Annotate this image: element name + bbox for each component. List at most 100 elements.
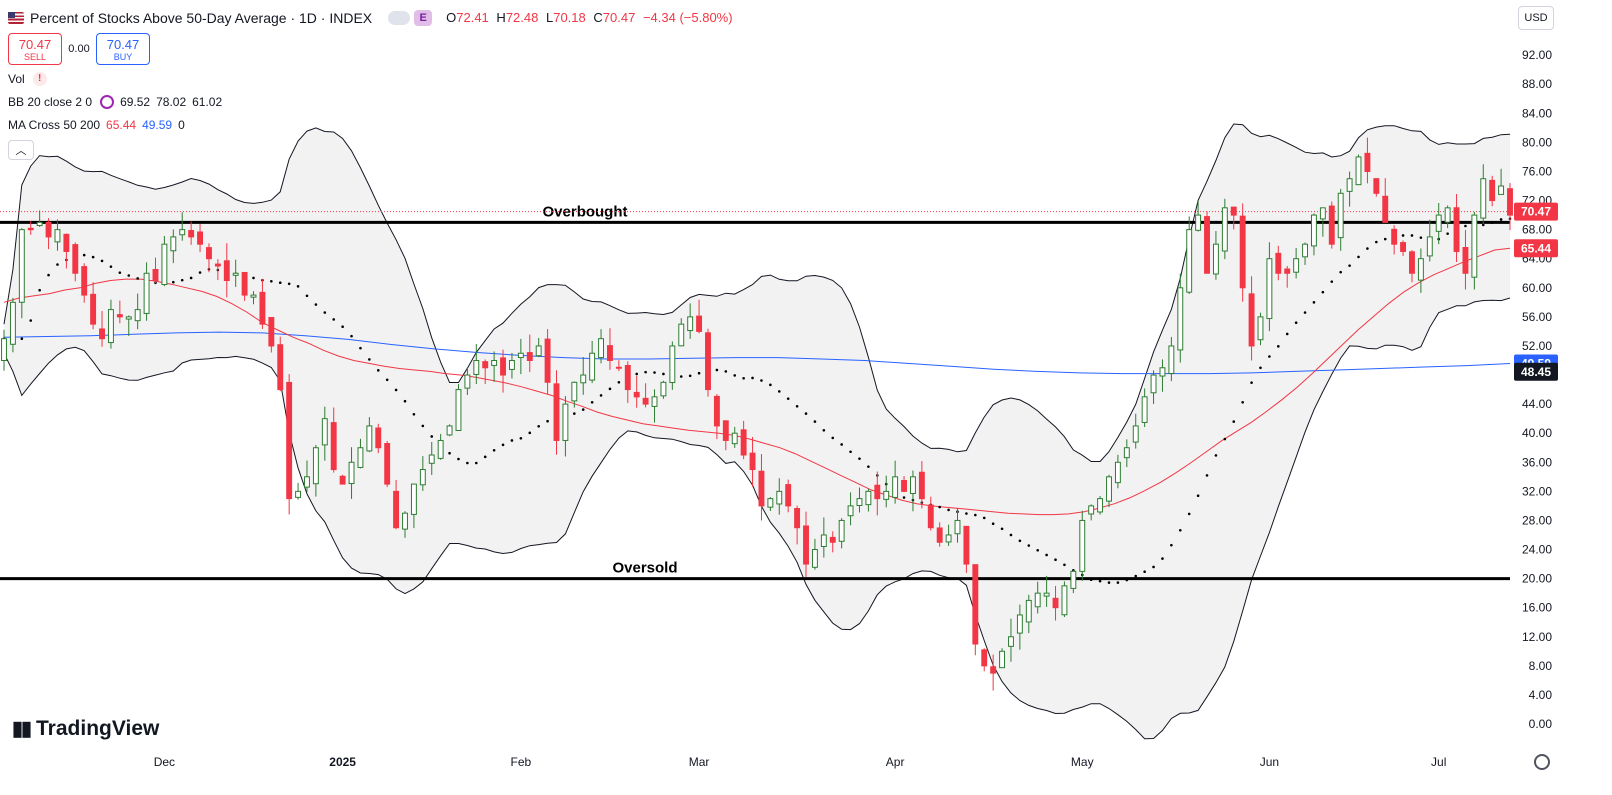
candle-body xyxy=(1132,425,1139,443)
candle-body xyxy=(1257,316,1264,341)
symbol-title[interactable]: Percent of Stocks Above 50-Day Average ·… xyxy=(30,9,373,26)
collapse-legend-button[interactable]: ︿ xyxy=(8,140,34,160)
bollinger-lower-line xyxy=(3,297,1511,740)
price-label-box xyxy=(1514,239,1558,258)
candle-body xyxy=(713,395,720,427)
trend-dot xyxy=(20,337,24,340)
trend-dot xyxy=(1366,247,1369,250)
candle-body xyxy=(615,366,622,369)
trend-dot xyxy=(1312,301,1316,304)
candle-body xyxy=(9,301,16,345)
trend-dot xyxy=(350,334,353,338)
x-tick-label: Mar xyxy=(689,755,710,769)
candle-body xyxy=(1400,242,1407,252)
candle-body xyxy=(642,397,649,405)
candle-body xyxy=(633,391,640,398)
trend-dot xyxy=(376,369,380,372)
volume-indicator[interactable]: Vol ! xyxy=(8,67,737,90)
trend-dot xyxy=(466,461,469,465)
trend-dot xyxy=(662,372,665,376)
candle-body xyxy=(1293,258,1300,273)
candle-body xyxy=(277,344,284,391)
annotation-label: Oversold xyxy=(612,560,677,577)
candle-body xyxy=(580,374,587,384)
candle-body xyxy=(1168,345,1175,374)
trend-dot xyxy=(1063,563,1066,567)
candle-body xyxy=(491,360,498,366)
trend-dot xyxy=(1054,558,1057,561)
trend-dot xyxy=(528,431,532,435)
trend-dot xyxy=(136,277,139,280)
y-tick-label: 92.00 xyxy=(1522,48,1552,62)
trend-dot xyxy=(653,371,656,374)
candle-body xyxy=(544,338,551,383)
candle-body xyxy=(776,490,783,505)
trend-dot xyxy=(474,461,478,465)
x-tick-label: Jul xyxy=(1431,755,1446,769)
trend-dot xyxy=(724,370,728,373)
trend-dot xyxy=(1321,290,1325,294)
candle-body xyxy=(1284,268,1291,274)
trend-dot xyxy=(1499,218,1503,221)
trend-dot xyxy=(29,319,33,322)
candle-body xyxy=(785,484,792,507)
candle-body xyxy=(1444,207,1451,223)
candle-body xyxy=(1355,156,1362,186)
candle-body xyxy=(562,403,569,441)
candle-body xyxy=(36,221,43,227)
trend-dot xyxy=(760,379,763,382)
trend-dot xyxy=(679,375,683,378)
open-value: 72.41 xyxy=(456,10,489,25)
candle-body xyxy=(188,230,195,238)
candle-body xyxy=(1106,476,1112,502)
trend-dot xyxy=(858,457,861,460)
y-tick-label: 16.00 xyxy=(1522,601,1552,615)
high-value: 72.48 xyxy=(505,10,539,25)
trend-dot xyxy=(573,412,576,415)
visibility-icon[interactable] xyxy=(388,10,411,25)
earnings-badge[interactable]: E xyxy=(414,9,433,26)
trend-dot xyxy=(1285,332,1289,336)
trend-dot xyxy=(1009,533,1013,537)
y-tick-label: 68.00 xyxy=(1522,223,1552,237)
buy-button[interactable]: 70.47 BUY xyxy=(96,33,150,65)
candle-body xyxy=(758,470,765,507)
sell-price: 70.47 xyxy=(18,36,52,52)
bollinger-indicator[interactable]: BB 20 close 2 0 69.52 78.02 61.02 xyxy=(8,90,737,113)
ma-extra-value: 0 xyxy=(178,117,185,132)
trend-dot xyxy=(305,294,309,298)
ma-cross-indicator[interactable]: MA Cross 50 200 65.44 49.59 0 xyxy=(8,113,737,136)
candle-body xyxy=(1409,251,1415,274)
candle-body xyxy=(749,452,756,471)
trend-dot xyxy=(1036,548,1040,552)
trend-dot xyxy=(1098,579,1102,583)
candle-body xyxy=(286,381,293,500)
candle-body xyxy=(99,328,105,340)
candle-body xyxy=(232,272,239,276)
trend-dot xyxy=(1294,321,1298,324)
candle-body xyxy=(883,490,890,500)
gear-icon[interactable] xyxy=(1534,754,1550,770)
candle-body xyxy=(927,504,934,529)
trend-dot xyxy=(795,405,799,408)
warning-icon[interactable]: ! xyxy=(32,71,47,86)
trend-dot xyxy=(296,285,300,288)
y-tick-label: 36.00 xyxy=(1522,455,1552,469)
buy-label: BUY xyxy=(113,51,133,62)
trend-dot xyxy=(590,401,594,404)
volume-label: Vol xyxy=(8,71,25,86)
currency-selector[interactable]: USD xyxy=(1518,6,1554,30)
sell-button[interactable]: 70.47 SELL xyxy=(8,33,62,65)
candle-body xyxy=(375,427,382,449)
open-label: O xyxy=(446,10,457,25)
candle-body xyxy=(1079,519,1086,572)
y-tick-label: 60.00 xyxy=(1522,281,1552,295)
candle-body xyxy=(393,490,400,529)
trend-dot xyxy=(581,408,585,411)
trend-dot xyxy=(47,273,50,277)
trend-dot xyxy=(1187,512,1191,516)
candle-body xyxy=(18,229,25,303)
x-tick-label: Dec xyxy=(154,755,175,769)
bb-lower: 61.02 xyxy=(192,94,223,109)
